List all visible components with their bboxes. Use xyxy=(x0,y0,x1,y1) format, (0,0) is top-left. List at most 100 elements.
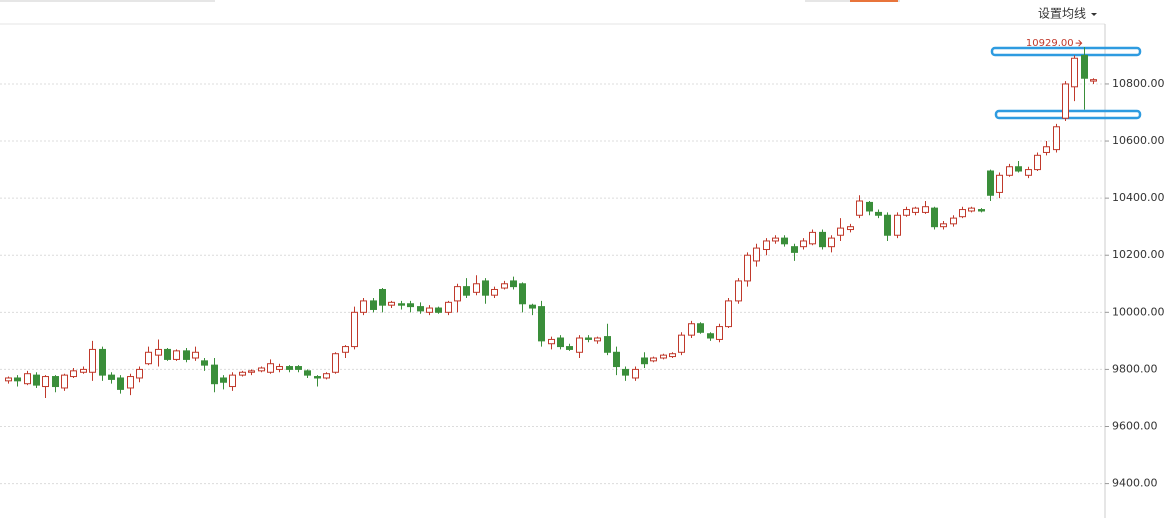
candle-body xyxy=(463,286,470,296)
candle-body xyxy=(323,373,330,379)
candle-body xyxy=(473,283,480,293)
candle-body xyxy=(136,368,143,379)
ma-button-label[interactable]: 设置均线 xyxy=(1038,7,1086,21)
candle-body xyxy=(183,350,190,360)
candle-body xyxy=(978,209,985,212)
candle-body xyxy=(772,237,779,242)
top-tab-active xyxy=(850,0,898,2)
candle-body xyxy=(491,288,498,296)
candle-body xyxy=(258,367,265,372)
candle-body xyxy=(360,300,367,313)
candle-body xyxy=(959,209,966,218)
candle-body xyxy=(267,363,274,373)
candle-body xyxy=(248,370,255,373)
candle-body xyxy=(295,366,302,370)
candle-body xyxy=(332,353,339,373)
candle-body xyxy=(417,306,424,312)
candle-body xyxy=(370,300,377,310)
candle-body xyxy=(557,337,564,348)
candle-body xyxy=(950,217,957,225)
candle-body xyxy=(931,207,938,228)
candle-body xyxy=(725,300,732,328)
candle-body xyxy=(164,348,171,360)
candle-body xyxy=(99,348,106,376)
candle-body xyxy=(304,370,311,376)
candle-body xyxy=(800,240,807,248)
candle-body xyxy=(5,377,12,382)
candle-body xyxy=(426,307,433,313)
y-tick-label: 10200.00 xyxy=(1112,248,1165,261)
candle-body xyxy=(735,280,742,302)
candle-body xyxy=(903,209,910,216)
candle-body xyxy=(622,368,629,376)
candle-body xyxy=(884,214,891,236)
candle-body xyxy=(24,373,31,385)
candle-body xyxy=(819,231,826,248)
candle-body xyxy=(42,376,49,388)
candle-body xyxy=(968,207,975,212)
candle-body xyxy=(781,237,788,245)
candle-body xyxy=(688,323,695,336)
candle-body xyxy=(1043,146,1050,153)
highlight-box xyxy=(990,46,1142,57)
candle-body xyxy=(351,311,358,348)
candle-body xyxy=(70,370,77,378)
candle-body xyxy=(276,366,283,370)
candle-body xyxy=(379,288,386,306)
candle-body xyxy=(866,201,873,212)
candle-body xyxy=(922,206,929,213)
y-tick-label: 9800.00 xyxy=(1112,362,1158,375)
y-tick-label: 10400.00 xyxy=(1112,191,1165,204)
candle-body xyxy=(641,357,648,365)
candle-body xyxy=(89,348,96,373)
candle-body xyxy=(501,283,508,289)
candle-body xyxy=(1090,79,1097,82)
candle-body xyxy=(753,247,760,262)
y-tick-label: 10800.00 xyxy=(1112,77,1165,90)
ma-button[interactable]: 设置均线 xyxy=(1038,7,1097,21)
candle-body xyxy=(239,371,246,376)
candle-body xyxy=(482,280,489,296)
candle-body xyxy=(548,338,555,345)
candle-body xyxy=(791,246,798,253)
candle-body xyxy=(127,376,134,389)
candle-body xyxy=(809,231,816,245)
candle-body xyxy=(940,223,947,228)
y-tick-label: 9400.00 xyxy=(1112,477,1158,490)
candle-body xyxy=(828,237,835,248)
candle-body xyxy=(538,306,545,342)
candle-body xyxy=(398,303,405,306)
candle-body xyxy=(707,333,714,339)
candle-body xyxy=(314,376,321,379)
y-tick-label: 9600.00 xyxy=(1112,420,1158,433)
candle-body xyxy=(632,368,639,379)
candle-body xyxy=(1062,83,1069,119)
candle-body xyxy=(220,377,227,383)
candle-body xyxy=(856,200,863,216)
candle-body xyxy=(678,334,685,353)
candle-body xyxy=(286,366,293,370)
candle-body xyxy=(388,301,395,306)
dropdown-caret xyxy=(1091,13,1097,16)
candle-body xyxy=(837,227,844,236)
candle-body xyxy=(660,354,667,359)
candle-body xyxy=(529,304,536,309)
candle-body xyxy=(894,214,901,236)
candle-body xyxy=(211,364,218,385)
candle-body xyxy=(604,336,611,353)
candle-body xyxy=(875,211,882,216)
candle-body xyxy=(145,351,152,365)
candle-body xyxy=(1034,154,1041,171)
y-tick-label: 10600.00 xyxy=(1112,134,1165,147)
candle-body xyxy=(155,348,162,356)
candle-body xyxy=(996,174,1003,193)
candle-body xyxy=(173,350,180,360)
annotation-label: 10929.00 xyxy=(1026,38,1074,49)
candle-body xyxy=(80,368,87,373)
candle-body xyxy=(566,346,573,350)
candle-body xyxy=(342,346,349,353)
candle-body xyxy=(716,326,723,340)
candle-body xyxy=(669,353,676,358)
